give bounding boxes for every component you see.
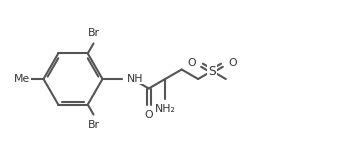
- Text: Me: Me: [14, 74, 30, 84]
- Text: S: S: [208, 64, 216, 78]
- Text: Br: Br: [88, 120, 100, 130]
- Text: O: O: [187, 58, 195, 68]
- Text: Br: Br: [88, 28, 100, 38]
- Text: NH: NH: [127, 74, 143, 84]
- Text: NH₂: NH₂: [155, 104, 176, 114]
- Text: O: O: [228, 58, 237, 68]
- Text: O: O: [144, 110, 153, 120]
